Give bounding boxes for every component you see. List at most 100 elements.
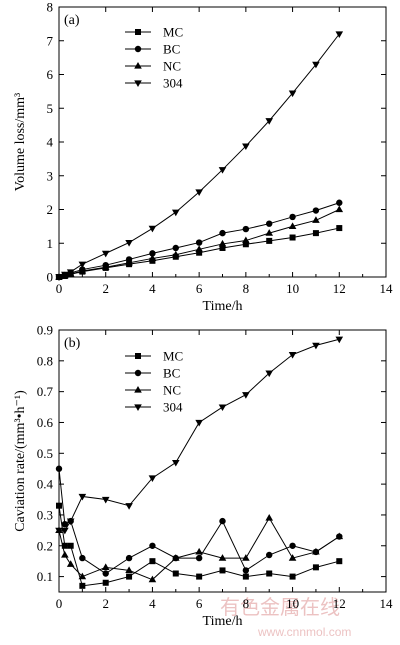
legend-label: NC xyxy=(163,59,181,74)
data-point xyxy=(312,230,319,237)
y-tick-label: 6 xyxy=(47,67,54,82)
y-tick-label: 5 xyxy=(47,101,54,116)
legend-label: MC xyxy=(163,349,183,364)
data-point xyxy=(195,189,203,196)
x-tick-label: 8 xyxy=(243,281,250,296)
data-point xyxy=(101,563,110,570)
data-point xyxy=(266,551,273,559)
plot-frame xyxy=(58,329,387,593)
series-mc xyxy=(56,502,343,589)
y-tick-label: 4 xyxy=(47,135,54,150)
x-tick-label: 2 xyxy=(102,596,109,611)
legend-entry-304: 304 xyxy=(125,76,183,91)
x-tick-label: 10 xyxy=(286,281,299,296)
data-point xyxy=(126,573,133,580)
data-point xyxy=(266,220,273,227)
legend-entry-mc: MC xyxy=(125,25,183,40)
x-tick-label: 6 xyxy=(196,281,203,296)
legend-marker xyxy=(134,386,142,393)
watermark-text: 有色金属在线 xyxy=(220,595,340,619)
x-tick-label: 10 xyxy=(286,596,299,611)
data-point xyxy=(149,250,156,257)
y-tick-label: 8 xyxy=(47,0,54,15)
y-tick-label: 3 xyxy=(47,168,54,183)
data-point xyxy=(219,229,226,237)
x-tick-label: 4 xyxy=(149,281,156,296)
y-tick-label: 0.6 xyxy=(37,415,54,430)
data-point xyxy=(79,554,86,562)
y-tick-label: 0.9 xyxy=(37,323,53,338)
y-tick-label: 0.2 xyxy=(37,538,53,553)
legend-label: MC xyxy=(163,25,183,40)
data-point xyxy=(242,236,250,244)
data-point xyxy=(312,61,320,69)
data-point xyxy=(242,225,250,233)
data-point xyxy=(66,269,75,276)
data-point xyxy=(125,503,133,510)
data-point xyxy=(218,404,227,412)
data-point xyxy=(149,542,156,549)
series-304 xyxy=(55,31,344,281)
legend-marker xyxy=(134,45,142,53)
data-point xyxy=(55,274,63,281)
legend-entry-bc: BC xyxy=(125,366,180,381)
data-point xyxy=(67,542,74,549)
data-point xyxy=(195,547,203,555)
legend-marker xyxy=(134,62,142,69)
data-point xyxy=(312,216,320,223)
x-tick-label: 14 xyxy=(380,596,394,611)
data-point xyxy=(335,31,344,38)
data-point xyxy=(289,573,296,580)
data-point xyxy=(61,271,69,279)
data-point xyxy=(55,465,63,472)
data-point xyxy=(195,245,203,252)
data-point xyxy=(78,572,87,580)
data-point xyxy=(101,263,110,270)
data-point xyxy=(219,567,226,574)
x-tick-label: 0 xyxy=(56,596,63,611)
y-axis-label: Volume loss/mm³ xyxy=(13,93,28,191)
data-point xyxy=(266,570,273,577)
data-point xyxy=(265,229,274,236)
y-tick-label: 0.1 xyxy=(37,569,53,584)
data-point xyxy=(312,342,320,350)
legend-marker xyxy=(134,80,142,87)
data-point xyxy=(125,566,133,574)
data-point xyxy=(78,266,87,274)
y-tick-label: 0.7 xyxy=(37,384,54,399)
data-point xyxy=(102,570,109,577)
y-tick-label: 1 xyxy=(47,236,54,251)
data-point xyxy=(66,518,75,526)
series-304 xyxy=(55,336,344,535)
data-point xyxy=(242,143,250,151)
series-nc xyxy=(55,514,344,583)
data-point xyxy=(148,575,157,583)
y-tick-label: 0.3 xyxy=(37,507,53,522)
data-point xyxy=(79,582,86,589)
data-point xyxy=(55,527,63,535)
watermark-url: www.cnnmol.com xyxy=(257,625,351,639)
legend-label: 304 xyxy=(163,76,183,91)
data-point xyxy=(172,570,179,577)
data-point xyxy=(125,258,133,266)
data-point xyxy=(218,167,227,174)
data-point xyxy=(265,118,274,125)
plot-frame xyxy=(58,6,387,278)
y-tick-label: 0.8 xyxy=(37,353,53,368)
data-point xyxy=(242,554,250,561)
chart-panel-b: 0 2 4 6 8 10 12 14 0.1 0.2 0.3 0.4 0.5 0.6 0.7 0.8 0.9 Ti… xyxy=(13,323,393,630)
watermark: 有色金属在线 www.cnnmol.com xyxy=(220,595,351,639)
data-point xyxy=(148,475,157,482)
panel-label: (a) xyxy=(64,13,80,28)
data-point xyxy=(312,207,320,214)
y-tick-label: 0.5 xyxy=(37,446,53,461)
legend-marker xyxy=(134,369,142,377)
data-point xyxy=(102,579,109,586)
data-point xyxy=(195,554,203,562)
x-axis-label: Time/h xyxy=(203,614,243,629)
series-bc xyxy=(55,465,343,577)
legend-marker xyxy=(135,29,141,35)
data-point xyxy=(218,554,227,561)
